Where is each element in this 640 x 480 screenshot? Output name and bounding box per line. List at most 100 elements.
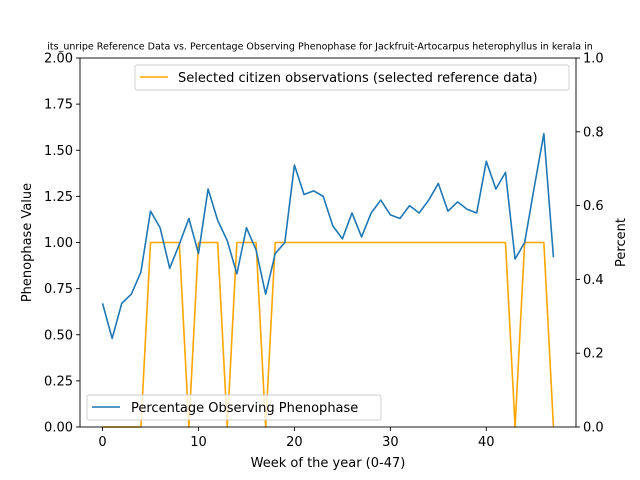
series-1-point (418, 212, 420, 214)
series-1-point (121, 302, 123, 304)
series-0-point (274, 241, 276, 243)
series-1-point (159, 227, 161, 229)
series-1-point (197, 252, 199, 254)
series-1-point (284, 241, 286, 243)
series-1-point (476, 212, 478, 214)
series-1-point (130, 293, 132, 295)
series-0-point (533, 241, 535, 243)
chart-title: its_unripe Reference Data vs. Percentage… (47, 42, 592, 53)
series-0-point (485, 241, 487, 243)
series-1-point (466, 208, 468, 210)
series-1-point (370, 212, 372, 214)
x-tick-label: 20 (286, 435, 303, 450)
series-1-point (322, 195, 324, 197)
series-0-point (159, 241, 161, 243)
series-0-point (207, 241, 209, 243)
series-1-point (514, 258, 516, 260)
series-0-point (245, 241, 247, 243)
series-1-point (389, 214, 391, 216)
series-0-point (389, 241, 391, 243)
series-1-point (207, 188, 209, 190)
series-0-point (169, 241, 171, 243)
series-0-point (504, 241, 506, 243)
y-left-tick-label: 1.25 (44, 190, 73, 205)
series-0-point (303, 241, 305, 243)
series-0-point (476, 241, 478, 243)
series-1-point (456, 201, 458, 203)
legend-bottom-frame (86, 394, 382, 421)
series-0-point (466, 241, 468, 243)
series-0-point (399, 241, 401, 243)
series-1-point (245, 227, 247, 229)
series-1-point (351, 212, 353, 214)
series-1-point (485, 160, 487, 162)
series-0-point (360, 241, 362, 243)
x-axis-label: Week of the year (0-47) (251, 456, 406, 471)
series-1-point (216, 219, 218, 221)
series-0-point (428, 241, 430, 243)
series-1-point (236, 273, 238, 275)
series-1-point (140, 271, 142, 273)
y-axis-left: 0.00 0.25 0.50 0.75 1.00 1.25 1.50 1.75 2.00 (44, 52, 80, 436)
legend-top-frame (134, 64, 570, 91)
legend-bottom-label: Percentage Observing Phenophase (131, 401, 358, 416)
series-0-point (149, 241, 151, 243)
y-right-tick-label: 0.2 (583, 347, 604, 362)
y-right-tick-label: 1.0 (583, 52, 604, 67)
series-1-point (399, 217, 401, 219)
series-0-point (418, 241, 420, 243)
series-1-point (226, 239, 228, 241)
series-0-point (495, 241, 497, 243)
series-0-point (255, 241, 257, 243)
series-line-1 (101, 132, 555, 340)
series-1-point (543, 132, 545, 134)
series-1-point (523, 241, 525, 243)
series-1-point (380, 199, 382, 201)
y-left-tick-label: 0.75 (44, 282, 73, 297)
series-1-point (188, 217, 190, 219)
series-1-point (255, 249, 257, 251)
legend-top-label: Selected citizen observations (selected … (178, 71, 538, 86)
series-1-point (149, 210, 151, 212)
legend-top: Selected citizen observations (selected … (134, 64, 570, 91)
series-0-point (322, 241, 324, 243)
series-1-point (178, 243, 180, 245)
series-0-point (408, 241, 410, 243)
series-0-point (293, 241, 295, 243)
y-left-tick-label: 1.00 (44, 236, 73, 251)
series-0-point (456, 241, 458, 243)
series-1-point (169, 267, 171, 269)
y-axis-right: 0.0 0.2 0.4 0.6 0.8 1.0 (576, 52, 604, 436)
y-axis-left-label: Phenophase Value (20, 183, 35, 302)
y-left-tick-label: 1.75 (44, 98, 73, 113)
series-0-point (543, 241, 545, 243)
series-1-point (533, 186, 535, 188)
series-1-point (312, 190, 314, 192)
x-tick-label: 0 (98, 435, 106, 450)
series-1-point (341, 238, 343, 240)
series-0-point (437, 241, 439, 243)
series-0-point (236, 241, 238, 243)
y-axis-right-label: Percent (614, 218, 629, 267)
series-1-point (274, 252, 276, 254)
series-1-point (552, 256, 554, 258)
y-right-tick-label: 0.8 (583, 125, 604, 140)
series-0-point (312, 241, 314, 243)
x-tick-label: 30 (382, 435, 399, 450)
series-1-point (101, 302, 103, 304)
y-right-tick-label: 0.6 (583, 199, 604, 214)
series-0-point (351, 241, 353, 243)
legend-bottom: Percentage Observing Phenophase (86, 394, 382, 421)
plot-area (101, 132, 555, 428)
series-1-point (264, 293, 266, 295)
series-0-point (370, 241, 372, 243)
series-1-point (111, 337, 113, 339)
series-1-point (303, 193, 305, 195)
series-0-point (380, 241, 382, 243)
y-left-tick-label: 2.00 (44, 52, 73, 67)
series-1-point (293, 164, 295, 166)
series-0-point (447, 241, 449, 243)
series-1-point (437, 182, 439, 184)
x-tick-label: 40 (478, 435, 495, 450)
series-1-point (504, 171, 506, 173)
